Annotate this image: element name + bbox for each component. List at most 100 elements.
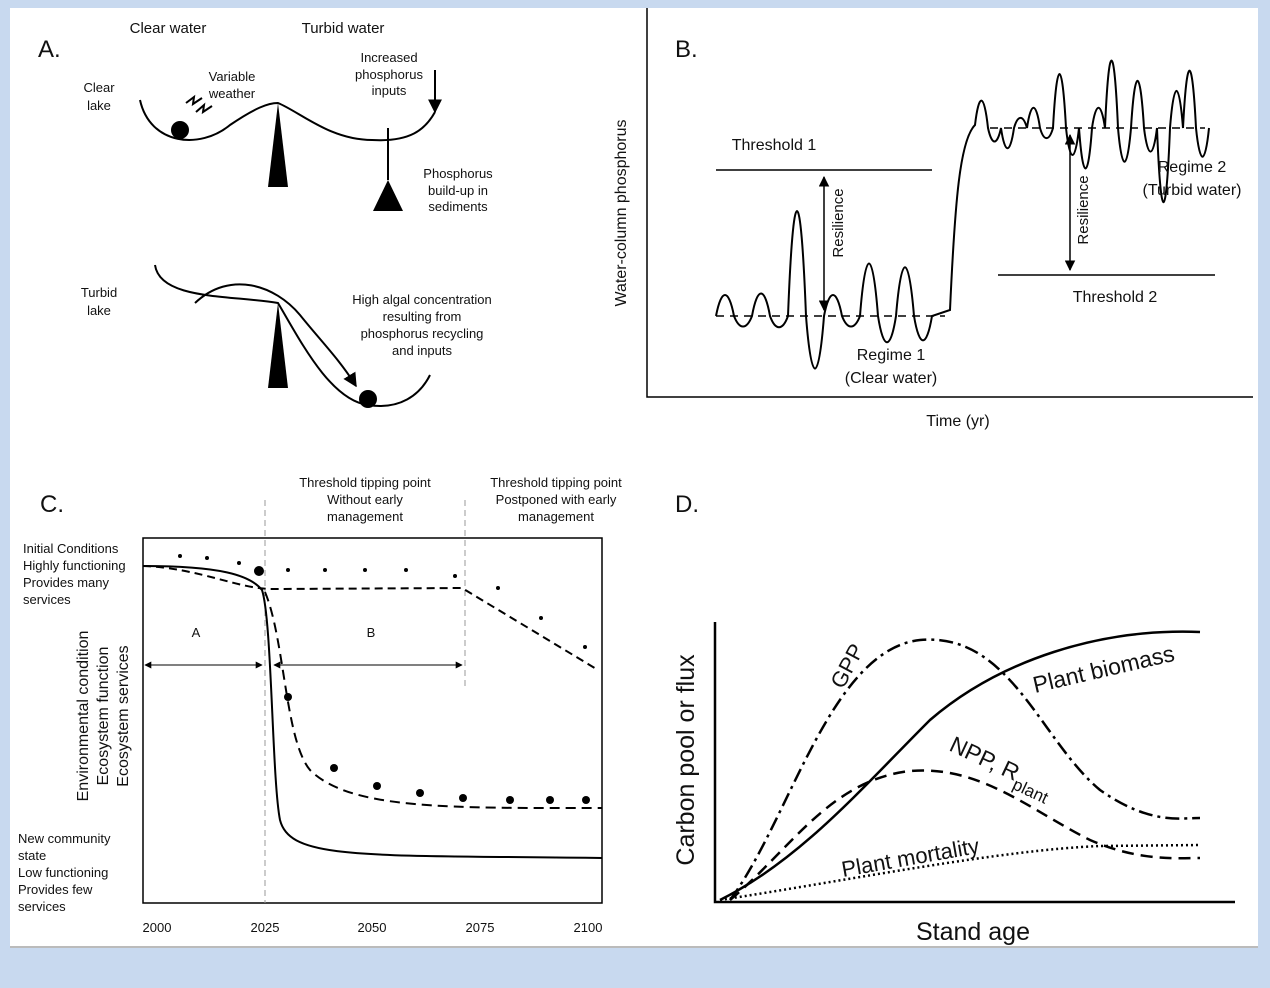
dots: [178, 554, 590, 804]
ball: [171, 121, 189, 139]
label: resulting from: [383, 309, 462, 324]
label: Turbid water: [302, 20, 385, 37]
biomass-curve: [719, 630, 1201, 902]
panel-b: B. Water-column phosphorus Time (yr) Thr…: [613, 8, 1253, 430]
panel-label: B.: [675, 36, 698, 63]
label: Low functioning: [18, 865, 108, 880]
label: Without early: [327, 492, 403, 507]
threshold-label: Threshold 1: [732, 137, 817, 154]
label: Clear water: [130, 20, 207, 37]
axis-label: Water-column phosphorus: [613, 119, 630, 306]
curve: [142, 565, 599, 671]
label: lake: [87, 98, 111, 113]
x-tick-label: 2050: [358, 920, 387, 935]
regime-label: Regime 2: [1158, 159, 1227, 176]
axis-label: Time (yr): [926, 413, 989, 430]
threshold-label: Threshold 2: [1073, 289, 1158, 306]
curve: [264, 591, 603, 810]
dot: [546, 796, 554, 804]
label: High algal concentration: [352, 292, 491, 307]
x-tick-label: 2100: [574, 920, 603, 935]
label: Variable: [209, 69, 256, 84]
axis-label: Environmental condition: [75, 631, 92, 802]
dot: [254, 566, 264, 576]
label: build-up in: [428, 183, 488, 198]
label: Provides few: [18, 882, 93, 897]
dot: [373, 782, 381, 790]
fulcrum: [373, 180, 403, 211]
label: phosphorus: [355, 67, 423, 82]
lightning: [185, 94, 213, 115]
dot: [459, 794, 467, 802]
label: inputs: [372, 83, 407, 98]
panel-label: D.: [675, 491, 699, 518]
label: phosphorus recycling: [361, 326, 484, 341]
label: Phosphorus: [423, 166, 493, 181]
mortality-curve: [719, 843, 1201, 902]
x-tick-label: 2000: [143, 920, 172, 935]
label: New community: [18, 831, 111, 846]
landscape-curve: [154, 264, 431, 407]
fulcrum: [268, 103, 288, 187]
axis-label: Stand age: [916, 918, 1030, 946]
dot: [582, 796, 590, 804]
label: Initial Conditions: [23, 541, 119, 556]
label: Threshold tipping point: [490, 475, 622, 490]
gpp-curve: [728, 638, 1201, 901]
label: sediments: [428, 199, 488, 214]
dot: [330, 764, 338, 772]
x-tick-label: 2025: [251, 920, 280, 935]
plot-frame: [142, 537, 603, 904]
dot: [496, 586, 500, 590]
axis-label: Ecosystem services: [115, 645, 132, 786]
panel-label: A.: [38, 36, 61, 63]
x-tick-label: 2075: [466, 920, 495, 935]
dot: [453, 574, 457, 578]
dot: [286, 568, 290, 572]
label: state: [18, 848, 46, 863]
fulcrum: [268, 303, 288, 388]
dot: [583, 645, 587, 649]
label: Threshold tipping point: [299, 475, 431, 490]
dot: [284, 693, 292, 701]
regime-label: Regime 1: [857, 347, 926, 364]
resilience-label: Resilience: [830, 188, 847, 257]
dot: [539, 616, 543, 620]
npp-curve: [729, 769, 1201, 901]
label: management: [518, 509, 594, 524]
label: and inputs: [392, 343, 452, 358]
axes: [646, 8, 1253, 398]
label: Postponed with early: [496, 492, 617, 507]
label: Increased: [360, 50, 417, 65]
phosphorus-trace: [715, 59, 1210, 370]
dot: [323, 568, 327, 572]
arrow: [194, 283, 357, 388]
label: management: [327, 509, 403, 524]
regime-label: (Clear water): [845, 370, 937, 387]
panel-background: [10, 8, 1258, 948]
label: services: [23, 592, 71, 607]
panel-a: A. Clear water Turbid water Clear lake V…: [38, 20, 493, 408]
axes: [713, 622, 1235, 904]
label: lake: [87, 303, 111, 318]
region-label: A: [192, 625, 201, 640]
region-label: B: [367, 625, 376, 640]
panel-c: C. Threshold tipping point Without early…: [18, 475, 622, 935]
dot: [205, 556, 209, 560]
panel-label: C.: [40, 491, 64, 518]
label: Provides many: [23, 575, 109, 590]
dot: [416, 789, 424, 797]
dot: [404, 568, 408, 572]
dot: [178, 554, 182, 558]
dot: [363, 568, 367, 572]
dot: [506, 796, 514, 804]
regime-label: (Turbid water): [1143, 182, 1242, 199]
axis-label: Ecosystem function: [95, 647, 112, 786]
curve: [142, 565, 603, 859]
label: Clear: [83, 80, 115, 95]
label: Highly functioning: [23, 558, 126, 573]
label: services: [18, 899, 66, 914]
axis-label: Carbon pool or flux: [672, 654, 700, 866]
dot: [237, 561, 241, 565]
